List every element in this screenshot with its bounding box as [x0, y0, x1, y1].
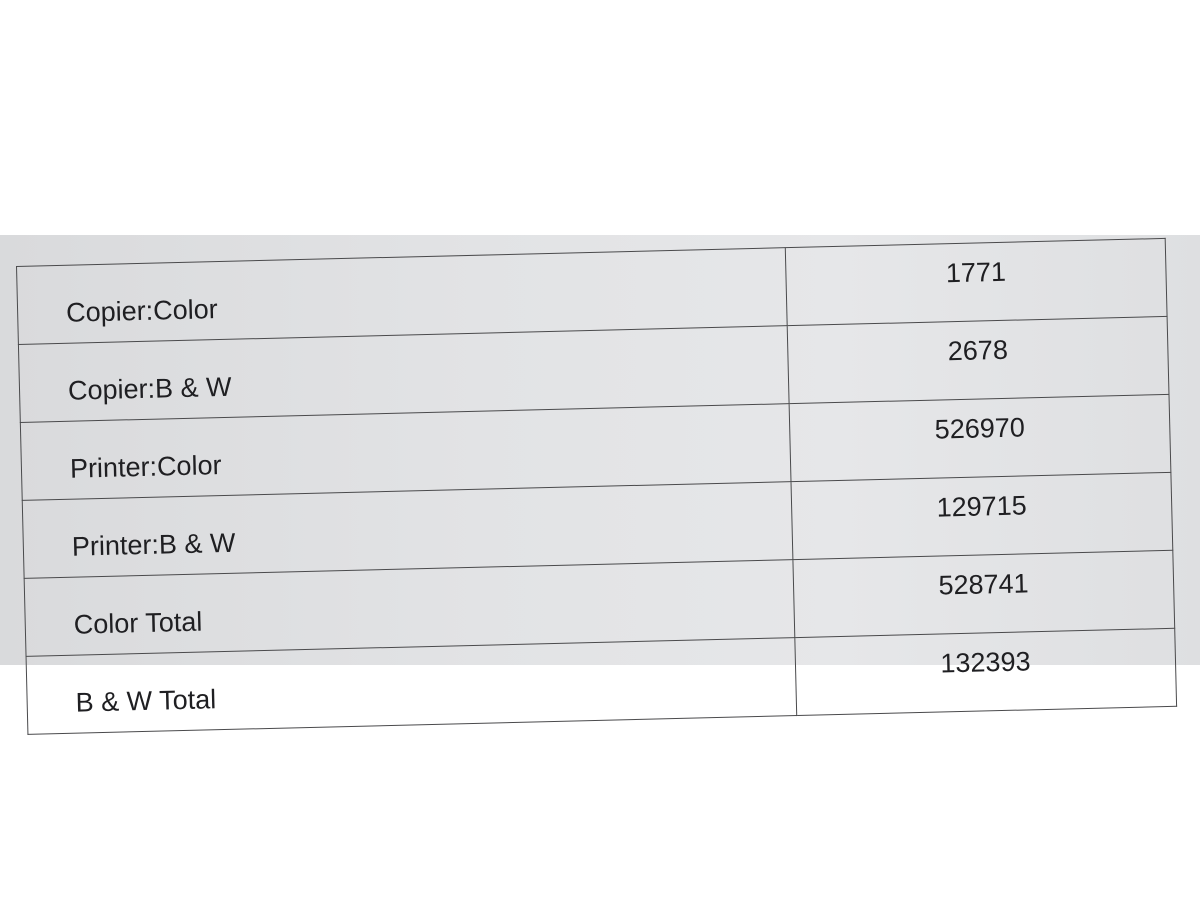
row-value: 2678 — [787, 316, 1169, 404]
row-value: 528741 — [792, 550, 1175, 638]
row-value: 526970 — [789, 394, 1171, 482]
row-value: 1771 — [785, 238, 1168, 326]
paper-photo-background — [0, 235, 1200, 665]
row-value: 129715 — [790, 472, 1173, 560]
usage-counts-table: Copier:Color 1771 Copier:B & W 2678 Prin… — [16, 238, 1177, 735]
row-value: 132393 — [794, 628, 1177, 716]
